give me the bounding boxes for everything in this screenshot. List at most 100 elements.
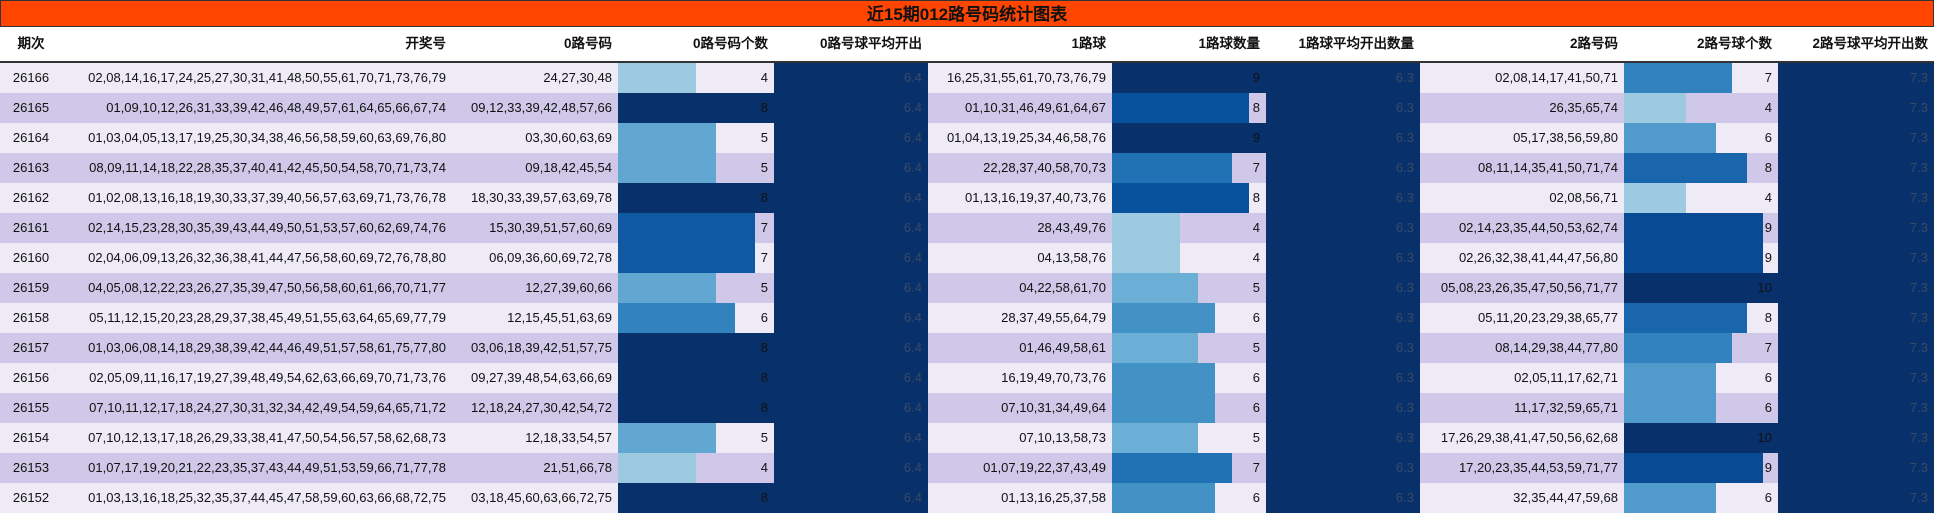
cell-text: 8 (1764, 310, 1772, 325)
average-bar (1266, 333, 1420, 363)
cell-text: 6.4 (903, 130, 922, 145)
cell-text: 03,18,45,60,63,66,72,75 (471, 490, 612, 505)
table-cell: 5 (618, 153, 774, 183)
cell-text: 08,11,14,35,41,50,71,74 (1478, 160, 1618, 175)
data-bar (1624, 483, 1717, 513)
data-bar (1112, 483, 1215, 513)
table-cell: 26154 (0, 423, 62, 453)
table-cell: 08,14,29,38,44,77,80 (1420, 333, 1624, 363)
average-bar (1778, 303, 1934, 333)
table-cell: 8 (1624, 303, 1778, 333)
table-cell: 6.3 (1266, 213, 1420, 243)
table-cell: 8 (618, 183, 774, 213)
table-cell: 10 (1624, 273, 1778, 303)
data-bar (1112, 153, 1232, 183)
cell-text: 05,11,20,23,29,38,65,77 (1478, 310, 1618, 325)
table-cell: 04,05,08,12,22,23,26,27,35,39,47,50,56,5… (62, 273, 452, 303)
cell-text: 6.4 (903, 70, 922, 85)
table-cell: 22,28,37,40,58,70,73 (928, 153, 1112, 183)
cell-text: 6.4 (903, 280, 922, 295)
table-cell: 10 (1624, 423, 1778, 453)
table-cell: 12,18,33,54,57 (452, 423, 618, 453)
table-cell: 08,11,14,35,41,50,71,74 (1420, 153, 1624, 183)
cell-text: 02,26,32,38,41,44,47,56,80 (1458, 250, 1618, 265)
cell-text: 11,17,32,59,65,71 (1514, 400, 1618, 415)
table-cell: 5 (618, 123, 774, 153)
header-cell: 2路号球平均开出数 (1812, 36, 1928, 51)
table-cell: 28,43,49,76 (928, 213, 1112, 243)
table-cell: 09,18,42,45,54 (452, 153, 618, 183)
cell-text: 7 (1252, 460, 1260, 475)
cell-text: 8 (760, 190, 768, 205)
table-cell: 24,27,30,48 (452, 63, 618, 93)
table-cell: 07,10,11,12,17,18,24,27,30,31,32,34,42,4… (62, 393, 452, 423)
table-cell: 02,26,32,38,41,44,47,56,80 (1420, 243, 1624, 273)
cell-text: 01,09,10,12,26,31,33,39,42,46,48,49,57,6… (106, 100, 446, 115)
table-cell: 7 (1112, 153, 1266, 183)
cell-text: 6.3 (1395, 70, 1414, 85)
table-cell: 12,27,39,60,66 (452, 273, 618, 303)
cell-text: 12,27,39,60,66 (525, 280, 612, 295)
cell-text: 07,10,11,12,17,18,24,27,30,31,32,34,42,4… (89, 400, 446, 415)
table-cell: 03,06,18,39,42,51,57,75 (452, 333, 618, 363)
average-bar (774, 363, 928, 393)
data-bar (1112, 183, 1249, 213)
cell-text: 7.3 (1909, 130, 1928, 145)
data-bar (1624, 63, 1732, 93)
table-cell: 5 (618, 423, 774, 453)
cell-text: 9 (1764, 250, 1772, 265)
average-bar (774, 483, 928, 513)
average-bar (1778, 423, 1934, 453)
cell-text: 26156 (12, 370, 50, 385)
table-cell: 6.3 (1266, 303, 1420, 333)
table-cell: 01,03,04,05,13,17,19,25,30,34,38,46,56,5… (62, 123, 452, 153)
header-cell: 0路号球平均开出 (819, 36, 922, 51)
cell-text: 8 (760, 100, 768, 115)
table-cell: 6 (618, 303, 774, 333)
cell-text: 5 (1252, 340, 1260, 355)
cell-text: 10 (1757, 430, 1772, 445)
table-cell: 26163 (0, 153, 62, 183)
table-cell: 6.4 (774, 63, 928, 93)
cell-text: 01,13,16,25,37,58 (1001, 490, 1106, 505)
average-bar (774, 393, 928, 423)
data-bar (1624, 423, 1778, 453)
table-cell: 02,04,06,09,13,26,32,36,38,41,44,47,56,5… (62, 243, 452, 273)
cell-text: 6 (1764, 130, 1772, 145)
average-bar (1778, 153, 1934, 183)
cell-text: 01,03,04,05,13,17,19,25,30,34,38,46,56,5… (88, 130, 446, 145)
table-cell: 9 (1624, 213, 1778, 243)
table-cell: 06,09,36,60,69,72,78 (452, 243, 618, 273)
table-cell: 32,35,44,47,59,68 (1420, 483, 1624, 513)
cell-text: 6 (1764, 370, 1772, 385)
table-cell: 26152 (0, 483, 62, 513)
data-bar (618, 123, 716, 153)
table-cell: 6.4 (774, 183, 928, 213)
cell-text: 9 (1764, 460, 1772, 475)
cell-text: 26162 (12, 190, 50, 205)
table-cell: 8 (618, 483, 774, 513)
cell-text: 01,02,08,13,16,18,19,30,33,37,39,40,56,5… (88, 190, 446, 205)
cell-text: 10 (1757, 280, 1772, 295)
table-cell: 5 (1112, 273, 1266, 303)
header-cell: 2路号球个数 (1696, 36, 1772, 51)
table-cell: 05,08,23,26,35,47,50,56,71,77 (1420, 273, 1624, 303)
table-cell: 03,18,45,60,63,66,72,75 (452, 483, 618, 513)
table-cell: 26160 (0, 243, 62, 273)
table-cell: 6.3 (1266, 123, 1420, 153)
table-cell: 16,25,31,55,61,70,73,76,79 (928, 63, 1112, 93)
cell-text: 6.3 (1395, 130, 1414, 145)
table-row: 26159 04,05,08,12,22,23,26,27,35,39,47,50… (0, 273, 1934, 303)
cell-text: 7.3 (1909, 490, 1928, 505)
cell-text: 17,26,29,38,41,47,50,56,62,68 (1440, 430, 1618, 445)
cell-text: 16,25,31,55,61,70,73,76,79 (946, 70, 1106, 85)
table-cell: 6.3 (1266, 423, 1420, 453)
table-cell: 12,18,24,27,30,42,54,72 (452, 393, 618, 423)
table-cell: 26161 (0, 213, 62, 243)
cell-text: 8 (760, 490, 768, 505)
cell-text: 01,46,49,58,61 (1019, 340, 1106, 355)
cell-text: 8 (760, 370, 768, 385)
table-cell: 8 (618, 363, 774, 393)
data-bar (1624, 363, 1717, 393)
average-bar (1778, 93, 1934, 123)
